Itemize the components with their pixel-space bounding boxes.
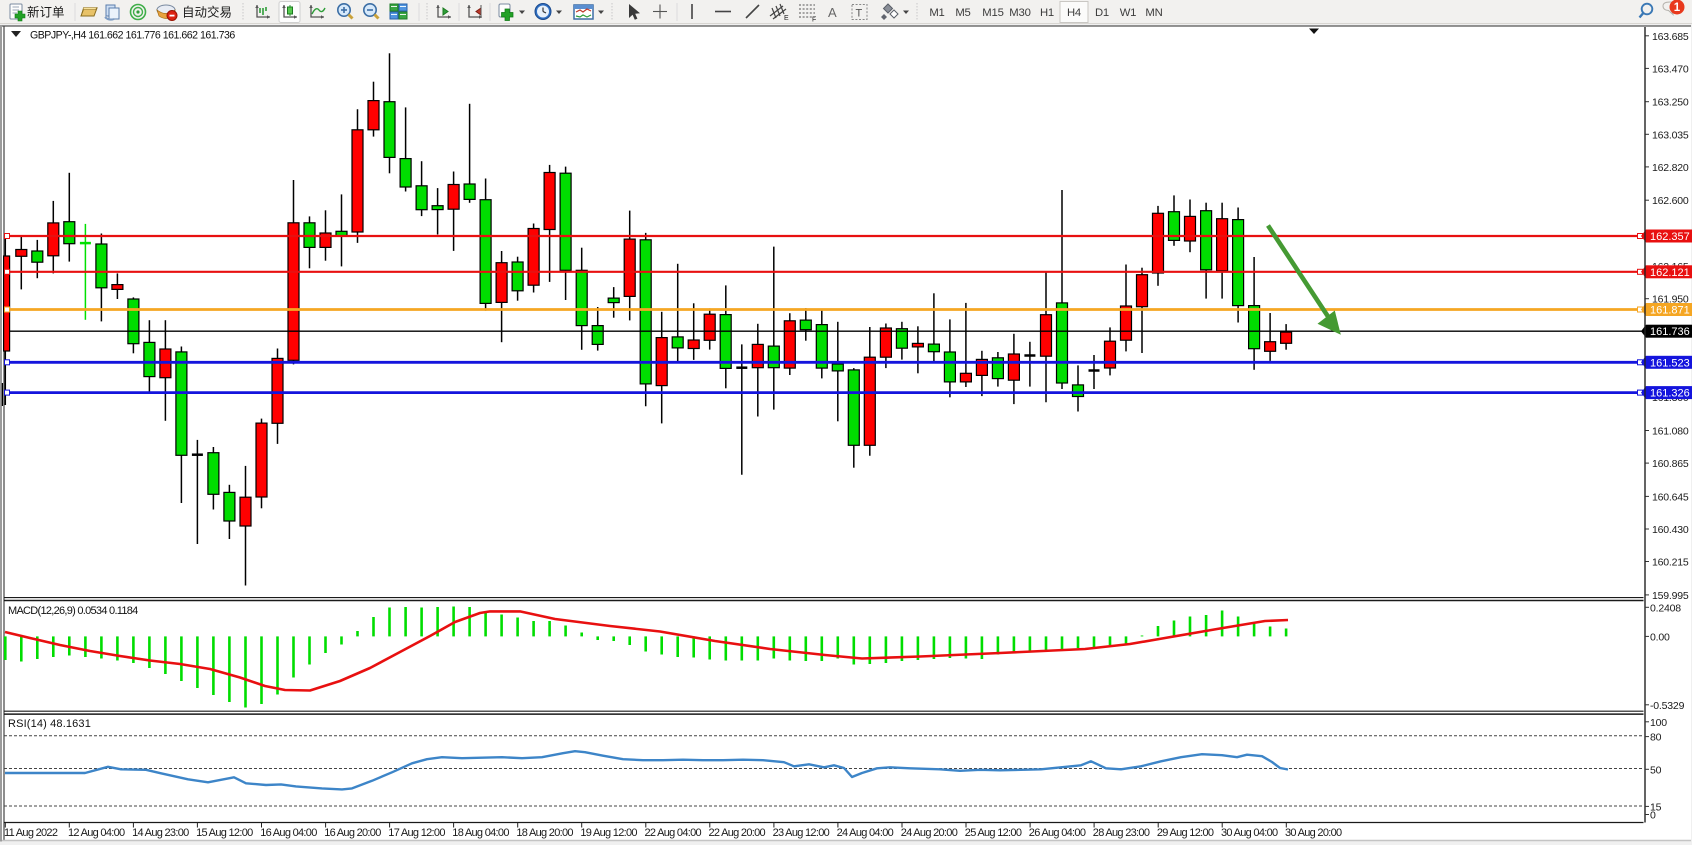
- svg-text:RSI(14) 48.1631: RSI(14) 48.1631: [8, 718, 91, 730]
- svg-text:MN: MN: [1145, 7, 1162, 19]
- svg-text:163.470: 163.470: [1652, 63, 1689, 75]
- svg-text:161.080: 161.080: [1652, 426, 1689, 438]
- svg-text:161.326: 161.326: [1650, 388, 1690, 400]
- svg-text:M15: M15: [982, 7, 1003, 19]
- svg-text:23 Aug 12:00: 23 Aug 12:00: [773, 827, 830, 839]
- svg-text:D1: D1: [1095, 7, 1109, 19]
- svg-text:162.600: 162.600: [1652, 195, 1689, 207]
- svg-text:160.430: 160.430: [1652, 524, 1689, 536]
- svg-text:162.357: 162.357: [1650, 231, 1690, 243]
- svg-text:22 Aug 20:00: 22 Aug 20:00: [709, 827, 766, 839]
- svg-text:30 Aug 20:00: 30 Aug 20:00: [1285, 827, 1342, 839]
- svg-text:25 Aug 12:00: 25 Aug 12:00: [965, 827, 1022, 839]
- svg-text:-0.5329: -0.5329: [1650, 700, 1685, 712]
- svg-text:162.121: 162.121: [1650, 267, 1690, 279]
- svg-text:F: F: [812, 17, 816, 24]
- svg-text:161.736: 161.736: [1650, 326, 1690, 338]
- svg-text:1: 1: [1674, 2, 1681, 14]
- svg-text:0.00: 0.00: [1650, 631, 1670, 643]
- svg-text:28 Aug 23:00: 28 Aug 23:00: [1093, 827, 1150, 839]
- svg-text:新订单: 新订单: [27, 5, 65, 20]
- svg-text:161.871: 161.871: [1650, 305, 1690, 317]
- svg-text:16 Aug 04:00: 16 Aug 04:00: [260, 827, 317, 839]
- svg-text:163.250: 163.250: [1652, 97, 1689, 109]
- svg-text:161.950: 161.950: [1652, 294, 1689, 306]
- svg-text:MACD(12,26,9) 0.0534 0.1184: MACD(12,26,9) 0.0534 0.1184: [8, 605, 138, 617]
- svg-text:M1: M1: [929, 7, 944, 19]
- svg-text:160.645: 160.645: [1652, 491, 1689, 503]
- svg-text:15: 15: [1650, 801, 1662, 813]
- svg-text:163.035: 163.035: [1652, 129, 1689, 141]
- svg-text:162.820: 162.820: [1652, 162, 1689, 174]
- svg-text:29 Aug 12:00: 29 Aug 12:00: [1157, 827, 1214, 839]
- svg-text:50: 50: [1650, 764, 1662, 776]
- svg-text:24 Aug 04:00: 24 Aug 04:00: [837, 827, 894, 839]
- svg-text:0: 0: [1650, 810, 1656, 822]
- svg-text:15 Aug 12:00: 15 Aug 12:00: [196, 827, 253, 839]
- svg-text:80: 80: [1650, 732, 1662, 744]
- svg-text:159.995: 159.995: [1652, 590, 1689, 602]
- svg-text:26 Aug 04:00: 26 Aug 04:00: [1029, 827, 1086, 839]
- svg-text:0.2408: 0.2408: [1650, 602, 1681, 614]
- svg-text:24 Aug 20:00: 24 Aug 20:00: [901, 827, 958, 839]
- svg-text:W1: W1: [1120, 7, 1137, 19]
- svg-text:19 Aug 12:00: 19 Aug 12:00: [580, 827, 637, 839]
- svg-text:18 Aug 20:00: 18 Aug 20:00: [516, 827, 573, 839]
- svg-text:E: E: [784, 15, 789, 22]
- svg-text:161.523: 161.523: [1650, 357, 1690, 369]
- svg-text:A: A: [828, 5, 837, 20]
- svg-text:163.685: 163.685: [1652, 31, 1689, 43]
- svg-text:30 Aug 04:00: 30 Aug 04:00: [1221, 827, 1278, 839]
- svg-text:GBPJPY-,H4 161.662 161.776 16: GBPJPY-,H4 161.662 161.776 161.662 161.7…: [30, 30, 235, 42]
- svg-text:160.215: 160.215: [1652, 557, 1689, 569]
- svg-text:H1: H1: [1040, 7, 1054, 19]
- svg-text:M5: M5: [955, 7, 970, 19]
- svg-text:M30: M30: [1009, 7, 1030, 19]
- svg-text:12 Aug 04:00: 12 Aug 04:00: [68, 827, 125, 839]
- svg-text:22 Aug 04:00: 22 Aug 04:00: [645, 827, 702, 839]
- svg-text:18 Aug 04:00: 18 Aug 04:00: [452, 827, 509, 839]
- svg-text:自动交易: 自动交易: [182, 5, 232, 20]
- svg-text:16 Aug 20:00: 16 Aug 20:00: [324, 827, 381, 839]
- svg-text:T: T: [856, 8, 863, 20]
- svg-text:17 Aug 12:00: 17 Aug 12:00: [388, 827, 445, 839]
- svg-text:H4: H4: [1067, 7, 1081, 19]
- svg-text:100: 100: [1650, 717, 1667, 729]
- svg-text:160.865: 160.865: [1652, 458, 1689, 470]
- svg-text:11 Aug 2022: 11 Aug 2022: [4, 827, 58, 839]
- svg-text:14 Aug 23:00: 14 Aug 23:00: [132, 827, 189, 839]
